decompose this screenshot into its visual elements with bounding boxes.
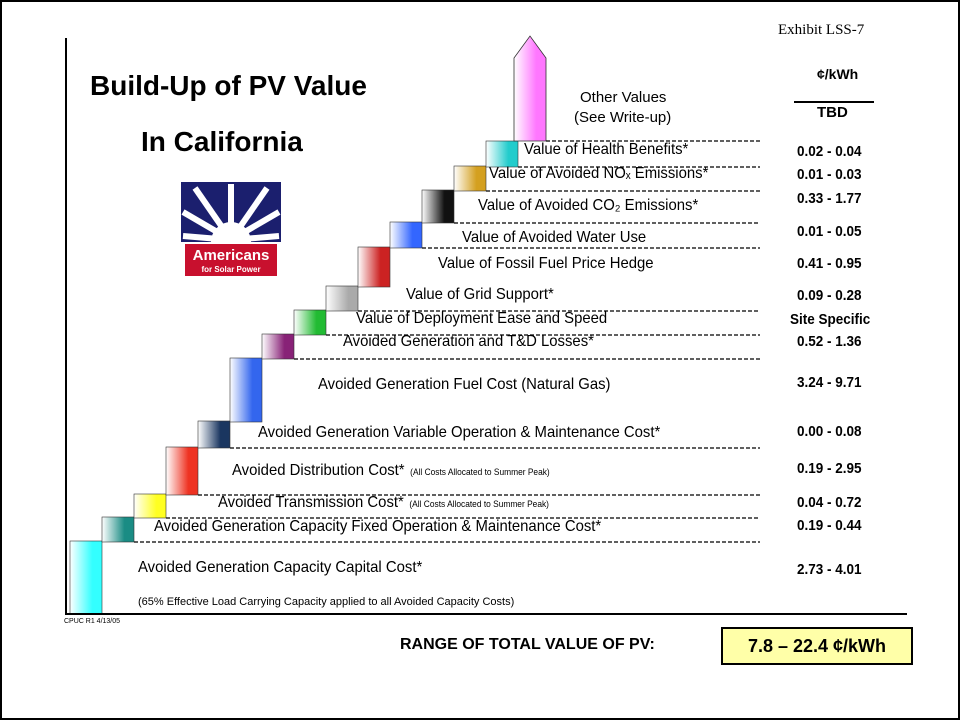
step-label-text: Value of Avoided Water Use: [462, 229, 647, 246]
step-label-10: Value of Fossil Fuel Price Hedge: [438, 255, 654, 273]
other-values-range: TBD: [817, 104, 848, 121]
sun-logo-icon: Americans for Solar Power: [181, 182, 281, 278]
total-range-label: RANGE OF TOTAL VALUE OF PV:: [400, 636, 655, 653]
step-label-2: Avoided Generation Capacity Fixed Operat…: [154, 518, 601, 536]
logo-text-line2: for Solar Power: [201, 265, 260, 274]
step-label-8: Value of Deployment Ease and Speed: [356, 310, 607, 328]
step-label-text: Value of Avoided CO₂ Emissions*: [478, 197, 699, 214]
americans-for-solar-power-logo: Americans for Solar Power: [181, 182, 281, 278]
chart-title-line2: In California: [141, 126, 303, 157]
step-value-1: 2.73 - 4.01: [797, 561, 862, 578]
step-value-9: 0.09 - 0.28: [797, 287, 862, 304]
step-value-6: 3.24 - 9.71: [797, 374, 862, 391]
other-values-label: Other Values: [580, 89, 667, 106]
footnote-source: CPUC R1 4/13/05: [64, 618, 121, 625]
step-value-11: 0.01 - 0.05: [797, 223, 862, 240]
step-label-text: Avoided Transmission Cost*: [218, 494, 404, 511]
step-label-text: Value of Health Benefits*: [524, 141, 689, 158]
unit-header-rule: [794, 101, 874, 103]
step-label-text: Value of Fossil Fuel Price Hedge: [438, 255, 654, 272]
step-value-3: 0.04 - 0.72: [797, 494, 862, 511]
other-values-arrow: [513, 35, 547, 142]
step-label-12: Value of Avoided CO₂ Emissions*: [478, 197, 698, 215]
step-label-5: Avoided Generation Variable Operation & …: [258, 424, 660, 442]
step-block-5: [197, 420, 231, 449]
step-block-13: [453, 165, 487, 192]
step-block-11: [389, 221, 423, 249]
step-value-7: 0.52 - 1.36: [797, 333, 862, 350]
step-block-8: [293, 309, 327, 336]
step-value-4: 0.19 - 2.95: [797, 460, 862, 477]
step-block-14: [485, 140, 519, 168]
step-label-9: Value of Grid Support*: [406, 286, 554, 304]
step-block-7: [261, 333, 295, 360]
step-block-1: [69, 540, 103, 615]
step-block-2: [101, 516, 135, 543]
step-label-text: Avoided Generation Variable Operation & …: [258, 424, 661, 441]
step-block-10: [357, 246, 391, 288]
footnote-elcc: (65% Effective Load Carrying Capacity ap…: [138, 596, 515, 608]
y-axis-line: [65, 38, 67, 614]
step-block-9: [325, 285, 359, 312]
exhibit-label: Exhibit LSS-7: [778, 22, 865, 38]
step-label-3: Avoided Transmission Cost* (All Costs All…: [218, 494, 549, 512]
step-value-5: 0.00 - 0.08: [797, 423, 862, 440]
step-label-text: Value of Grid Support*: [406, 286, 554, 303]
step-value-2: 0.19 - 0.44: [797, 517, 862, 534]
step-label-11: Value of Avoided Water Use: [462, 229, 646, 247]
step-label-text: Avoided Distribution Cost*: [232, 462, 405, 479]
step-block-12: [421, 189, 455, 224]
unit-header: ¢/kWh: [817, 66, 859, 82]
step-block-3: [133, 493, 167, 519]
step-block-4: [165, 446, 199, 496]
step-value-8: Site Specific: [790, 311, 871, 328]
total-range-value: 7.8 – 22.4 ¢/kWh: [721, 627, 913, 665]
step-label-note: (All Costs Allocated to Summer Peak): [410, 467, 550, 477]
step-label-text: Avoided Generation Capacity Fixed Operat…: [154, 518, 602, 535]
step-label-14: Value of Health Benefits*: [524, 141, 688, 159]
step-label-text: Avoided Generation and T&D Losses*: [343, 333, 594, 350]
step-label-text: Value of Avoided NOₓ Emissions*: [489, 165, 709, 182]
step-label-4: Avoided Distribution Cost* (All Costs All…: [232, 462, 550, 480]
step-value-13: 0.01 - 0.03: [797, 166, 862, 183]
step-value-10: 0.41 - 0.95: [797, 255, 862, 272]
step-label-7: Avoided Generation and T&D Losses*: [343, 333, 594, 351]
logo-text-line1: Americans: [193, 247, 270, 264]
other-values-note: (See Write-up): [574, 109, 672, 126]
x-axis-line: [65, 613, 907, 615]
step-value-14: 0.02 - 0.04: [797, 143, 862, 160]
step-label-text: Avoided Generation Fuel Cost (Natural Ga…: [318, 376, 611, 393]
step-label-note: (All Costs Allocated to Summer Peak): [409, 499, 549, 509]
chart-title-line1: Build-Up of PV Value: [90, 70, 367, 101]
step-block-6: [229, 357, 263, 423]
step-label-13: Value of Avoided NOₓ Emissions*: [489, 165, 708, 183]
step-label-6: Avoided Generation Fuel Cost (Natural Ga…: [318, 376, 611, 394]
step-label-text: Value of Deployment Ease and Speed: [356, 310, 608, 327]
step-value-12: 0.33 - 1.77: [797, 190, 862, 207]
step-label-1: Avoided Generation Capacity Capital Cost…: [138, 559, 422, 577]
step-label-text: Avoided Generation Capacity Capital Cost…: [138, 559, 423, 576]
